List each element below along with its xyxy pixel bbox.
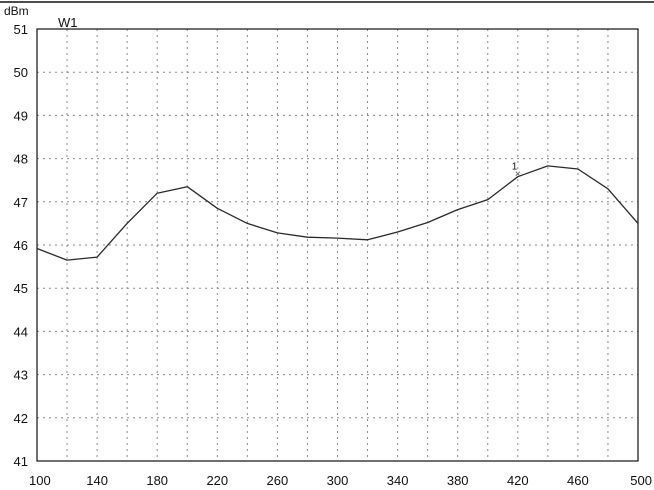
y-axis-unit-label: dBm	[4, 4, 29, 18]
y-tick-label: 47	[14, 195, 28, 210]
x-tick-label: 140	[86, 473, 108, 488]
trace-label: W1	[58, 15, 78, 30]
x-tick-label: 420	[507, 473, 529, 488]
x-tick-label: 180	[146, 473, 168, 488]
y-tick-label: 44	[14, 324, 28, 339]
y-tick-label: 45	[14, 281, 28, 296]
plot-frame	[36, 28, 639, 462]
y-tick-label: 49	[14, 108, 28, 123]
x-tick-label: 340	[387, 473, 409, 488]
series-layer	[36, 165, 639, 261]
x-tick-label: 100	[29, 473, 51, 488]
marker-label: 1	[512, 162, 518, 173]
marker-glyph	[515, 171, 521, 177]
grid	[37, 29, 638, 461]
y-tick-label: 48	[14, 152, 28, 167]
x-tick-label: 500	[630, 473, 652, 488]
series-line	[36, 165, 639, 261]
y-tick-labels: 41 42 43 44 45 46 47 48 49 50 51	[14, 22, 28, 469]
y-tick-label: 41	[14, 454, 28, 469]
y-tick-label: 42	[14, 411, 28, 426]
x-tick-label: 300	[327, 473, 349, 488]
marker-layer: 1	[512, 162, 521, 177]
y-tick-label: 51	[14, 22, 28, 37]
x-tick-label: 380	[447, 473, 469, 488]
x-tick-labels: 100 140 180 220 260 300 340 380 420 460 500	[29, 473, 652, 488]
marker: 1	[512, 162, 521, 177]
x-tick-label: 220	[206, 473, 228, 488]
y-tick-label: 46	[14, 238, 28, 253]
y-tick-label: 50	[14, 65, 28, 80]
x-tick-label: 260	[267, 473, 289, 488]
y-tick-label: 43	[14, 368, 28, 383]
x-tick-label: 460	[567, 473, 589, 488]
